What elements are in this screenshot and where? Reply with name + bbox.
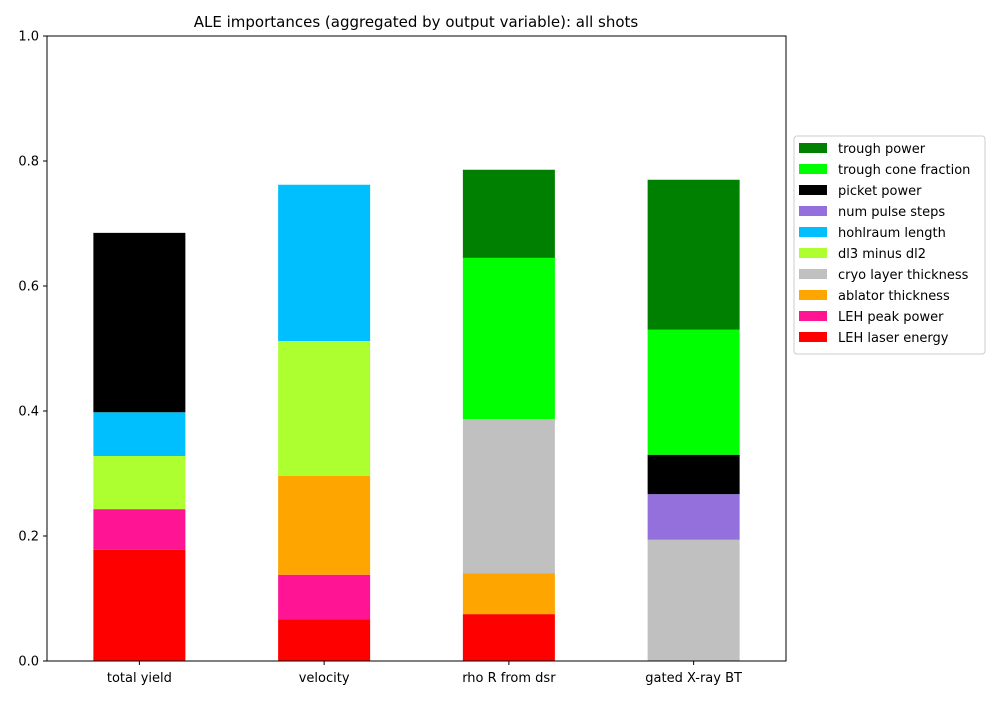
- legend-swatch: [799, 227, 827, 237]
- bar-segment: [462, 419, 555, 574]
- legend-swatch: [799, 206, 827, 216]
- y-tick-label: 0.4: [18, 405, 39, 420]
- bar-segment: [462, 614, 555, 662]
- legend-label: num pulse steps: [838, 205, 945, 220]
- y-tick-label: 1.0: [18, 30, 39, 45]
- legend-swatch: [799, 248, 827, 258]
- legend-label: trough cone fraction: [838, 163, 970, 178]
- y-tick-label: 0.6: [18, 280, 39, 295]
- legend-swatch: [799, 143, 827, 153]
- bar-segment: [647, 179, 740, 330]
- bar-segment: [93, 509, 186, 550]
- legend-swatch: [799, 164, 827, 174]
- y-tick-label: 0.2: [18, 530, 39, 545]
- legend-swatch: [799, 269, 827, 279]
- legend-swatch: [799, 185, 827, 195]
- bar-segment: [647, 454, 740, 495]
- bar-segment: [462, 257, 555, 420]
- bar-segment: [462, 573, 555, 615]
- legend-label: cryo layer thickness: [838, 268, 969, 283]
- chart-title: ALE importances (aggregated by output va…: [194, 13, 639, 31]
- bar-segment: [93, 456, 186, 510]
- legend-swatch: [799, 311, 827, 321]
- bar-segment: [93, 412, 186, 456]
- legend-label: picket power: [838, 184, 922, 199]
- legend-label: LEH peak power: [838, 310, 944, 325]
- y-tick-label: 0.0: [18, 655, 39, 670]
- legend-label: ablator thickness: [838, 289, 950, 304]
- bar-segment: [647, 539, 740, 661]
- x-tick-label: velocity: [299, 671, 350, 686]
- legend-label: dl3 minus dl2: [838, 247, 926, 262]
- legend-label: LEH laser energy: [838, 331, 949, 346]
- bar-segment: [278, 341, 371, 476]
- bar-segment: [278, 476, 371, 575]
- x-tick-label: rho R from dsr: [462, 671, 556, 686]
- x-tick-label: gated X-ray BT: [645, 671, 742, 686]
- bar-segment: [647, 329, 740, 455]
- bar-segment: [278, 184, 371, 341]
- plot-area-frame: [46, 35, 787, 662]
- y-axis: 0.0 0.2 0.4 0.6 0.8 1.0: [18, 30, 47, 670]
- bar-segment: [278, 619, 371, 662]
- legend: trough power trough cone fraction picket p…: [793, 135, 986, 355]
- legend-label: hohlraum length: [838, 226, 946, 241]
- x-axis: total yield velocity rho R from dsr gated X…: [107, 661, 742, 686]
- bar-segment: [462, 169, 555, 258]
- bar-segment: [647, 494, 740, 540]
- bar-segment: [93, 549, 186, 661]
- legend-swatch: [799, 290, 827, 300]
- bar-segment: [93, 232, 186, 413]
- legend-label: trough power: [838, 142, 926, 157]
- y-tick-label: 0.8: [18, 155, 39, 170]
- bar-segment: [278, 574, 371, 620]
- x-tick-label: total yield: [107, 671, 172, 686]
- legend-frame: [793, 135, 986, 355]
- bars-layer: [93, 169, 740, 662]
- legend-swatch: [799, 332, 827, 342]
